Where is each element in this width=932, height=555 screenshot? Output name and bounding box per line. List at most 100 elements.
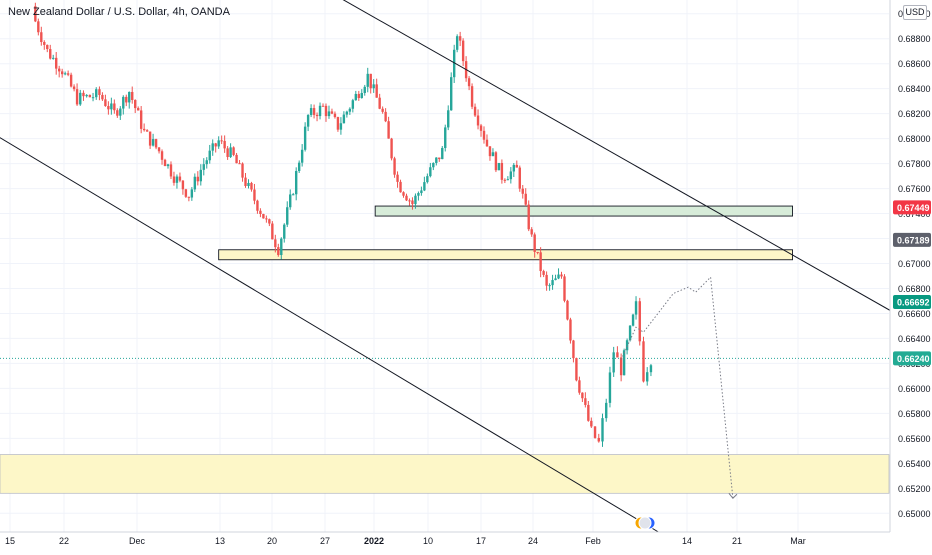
candle-body (646, 372, 649, 382)
candle-body (616, 352, 619, 358)
candle-body (587, 404, 590, 421)
zone-resistance-green[interactable] (374, 205, 793, 217)
candle-body (277, 247, 280, 255)
candle-body (271, 223, 274, 240)
candle-body (82, 92, 85, 97)
zone-resistance-yellow[interactable] (218, 249, 793, 261)
candle-body (625, 340, 629, 351)
candle-body (557, 274, 560, 279)
candle-body (369, 73, 372, 89)
candle-body (491, 152, 495, 157)
candle-body (345, 111, 349, 115)
events-icon[interactable] (634, 516, 656, 530)
candle-body (339, 123, 343, 130)
candle-body (527, 204, 530, 230)
candle-body (420, 190, 423, 194)
candle-body (223, 140, 226, 149)
candle-body (384, 111, 387, 122)
candle-body (199, 169, 202, 182)
candle-body (393, 158, 396, 175)
candle-body (286, 207, 289, 225)
candle-body (638, 301, 641, 342)
candle-body (274, 239, 277, 248)
candle-body (259, 210, 262, 214)
candle-body (411, 200, 414, 205)
candle-body (134, 100, 137, 109)
candle-body (560, 274, 563, 277)
candle-body (429, 167, 432, 177)
candle-body (601, 418, 604, 442)
candle-body (423, 182, 426, 191)
price-tick-label: 0.68800 (898, 34, 931, 44)
candle-body (312, 108, 316, 115)
trendline-channel-upper[interactable] (330, 0, 932, 340)
candle-body (452, 49, 456, 78)
candle-body (509, 171, 513, 180)
candle-body (297, 162, 301, 172)
candle-body (542, 271, 545, 275)
candle-body (572, 340, 575, 359)
candle-body (60, 71, 64, 75)
candle-body (37, 21, 40, 33)
candle-body (232, 147, 235, 155)
event-flag-icon[interactable] (638, 516, 652, 530)
price-axis[interactable]: 0.690000.688000.686000.684000.682000.680… (889, 0, 932, 550)
candle-body (160, 151, 164, 160)
zone-support-yellow[interactable] (0, 454, 890, 494)
candle-body (57, 68, 61, 72)
candle-body (488, 146, 492, 157)
candle-body (479, 125, 483, 131)
candle-body (575, 358, 578, 381)
candle-body (432, 162, 435, 168)
price-tick-label: 0.68400 (898, 84, 931, 94)
time-tick-label: 2022 (364, 536, 384, 546)
candle-body (110, 103, 113, 110)
chart-title: New Zealand Dollar / U.S. Dollar, 4h, OA… (8, 6, 230, 18)
price-tick-label: 0.67600 (898, 184, 931, 194)
candle-body (530, 229, 533, 235)
trendline-channel-lower[interactable] (0, 112, 659, 533)
candle-body (506, 179, 510, 181)
candle-body (597, 437, 600, 442)
projection-path[interactable] (620, 276, 734, 499)
candle-body (381, 108, 384, 112)
candle-body (372, 84, 375, 89)
candle-body (72, 86, 76, 90)
candle-body (336, 117, 340, 130)
candle-body (426, 176, 429, 183)
price-tick-label: 0.65200 (898, 484, 931, 494)
time-tick-label: 10 (423, 536, 433, 546)
candle-body (172, 176, 176, 183)
time-tick-label: 13 (215, 536, 225, 546)
candle-body (566, 300, 569, 320)
candle-body (642, 341, 645, 382)
time-tick-label: Feb (585, 536, 601, 546)
candle-body (196, 176, 200, 182)
candle-body (584, 398, 587, 405)
candle-body (605, 402, 608, 419)
candle-body (470, 86, 474, 107)
candle-body (190, 189, 194, 198)
candle-body (265, 218, 268, 220)
candle-body (193, 176, 197, 190)
candle-body (131, 91, 134, 101)
candle-body (229, 147, 232, 158)
candle-body (119, 108, 122, 116)
candle-body (482, 130, 486, 140)
candle-body (226, 148, 229, 158)
currency-button[interactable]: USD (903, 5, 927, 20)
candle-body (619, 357, 623, 376)
candle-body (145, 130, 149, 132)
candle-body (438, 157, 441, 160)
candle-body (202, 164, 205, 170)
candle-body (280, 238, 283, 255)
price-tick-label: 0.66400 (898, 334, 931, 344)
projection-arrowhead (728, 492, 738, 500)
candle-body (220, 140, 223, 142)
time-axis[interactable]: 15 22 Dec 13 20 27 2022 10 17 24 Feb 14 21 Mar (0, 531, 890, 546)
candle-body (402, 192, 405, 196)
price-tag-label: 0.67449 (897, 203, 930, 213)
price-tag (893, 200, 931, 215)
